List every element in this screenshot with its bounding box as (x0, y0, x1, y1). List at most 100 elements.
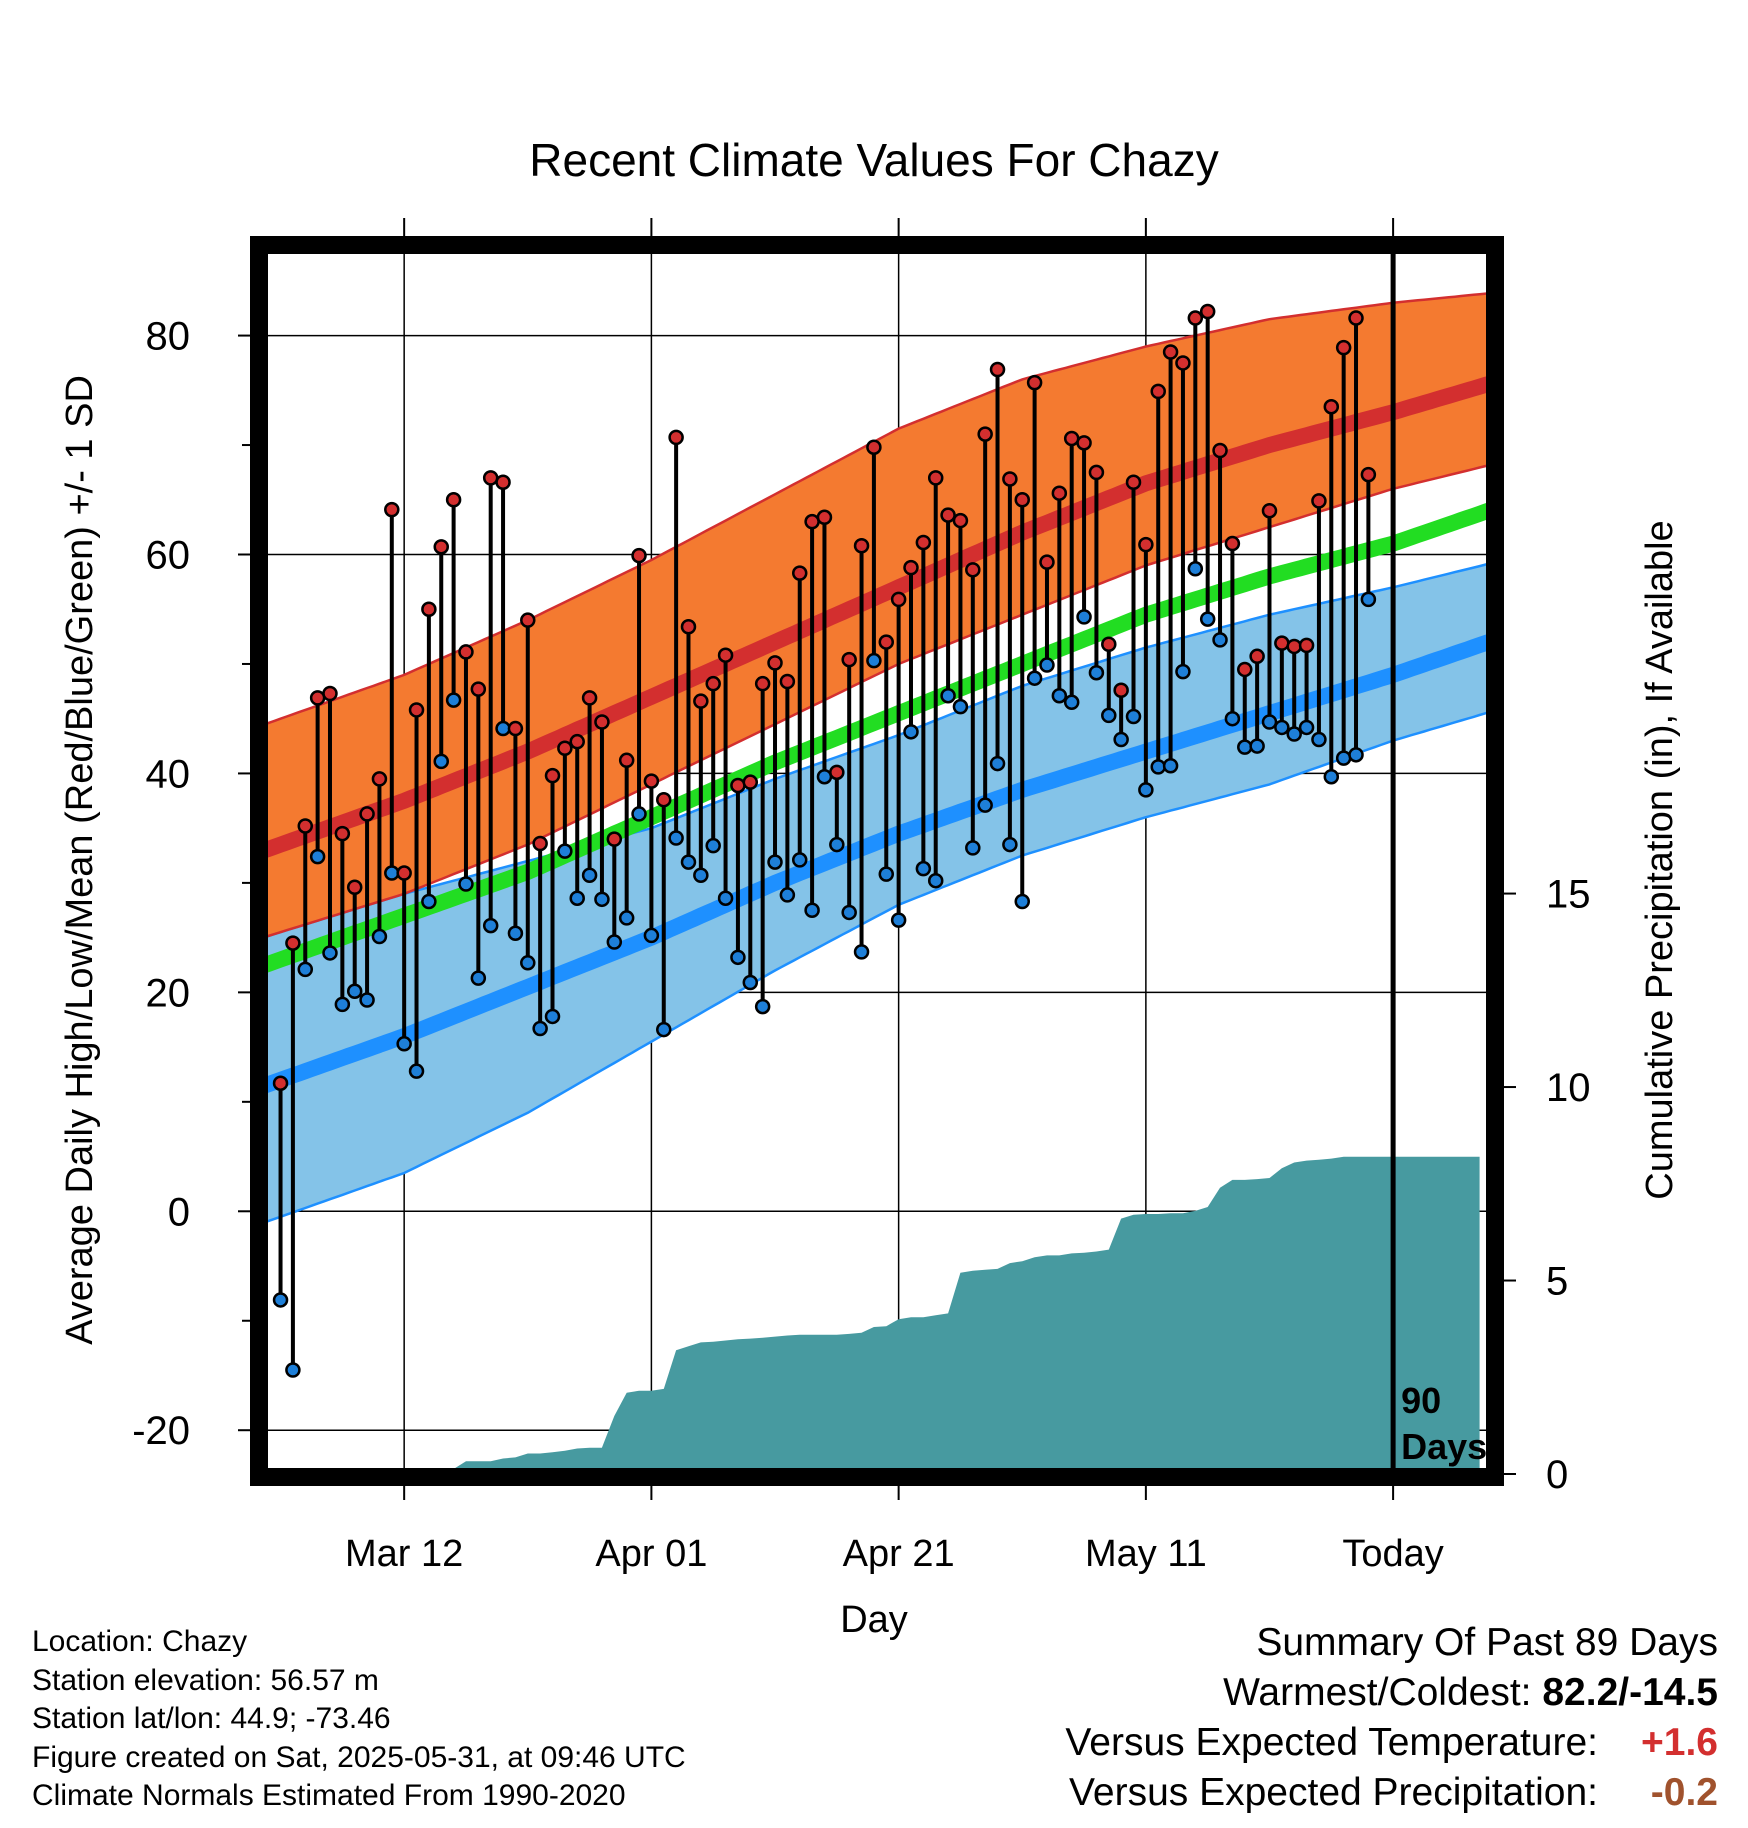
daily-low-point (1199, 611, 1216, 627)
daily-low-point (322, 945, 338, 961)
daily-low-point (346, 983, 363, 1000)
daily-high-point (791, 565, 808, 581)
daily-high-point (717, 647, 734, 663)
daily-low-point (717, 890, 734, 906)
daily-high-point (1113, 682, 1129, 698)
daily-high-point (544, 767, 561, 784)
daily-low-point (1175, 663, 1191, 680)
y-tick-label: -20 (132, 1409, 190, 1453)
daily-low-point (569, 890, 585, 906)
daily-high-point (1076, 435, 1092, 451)
daily-high-point (1002, 471, 1018, 487)
daily-high-point (1224, 535, 1241, 552)
y2-tick-label: 10 (1546, 1066, 1591, 1110)
daily-high-point (421, 601, 437, 617)
daily-low-point (841, 904, 857, 921)
today-label: 90 Days (1401, 1380, 1487, 1467)
daily-high-point (631, 547, 647, 564)
daily-high-point (507, 720, 524, 737)
daily-high-point (384, 501, 400, 518)
daily-high-point (754, 675, 771, 692)
daily-high-point (297, 818, 314, 834)
daily-low-point (272, 1292, 289, 1308)
station-info: Location: Chazy Station elevation: 56.57… (32, 1623, 686, 1816)
daily-low-point (1125, 708, 1142, 725)
daily-low-point (829, 836, 845, 853)
daily-low-point (408, 1063, 425, 1079)
daily-low-point (878, 866, 895, 882)
warmest-coldest-value: 82.2/-14.5 (1542, 1671, 1718, 1714)
daily-low-point (1286, 726, 1302, 742)
daily-low-point (1249, 738, 1265, 754)
daily-high-point (1237, 661, 1253, 678)
daily-high-point (1125, 474, 1142, 491)
daily-high-point (779, 673, 796, 690)
daily-low-point (1311, 731, 1327, 748)
daily-low-point (804, 902, 820, 919)
daily-low-point (1150, 759, 1166, 775)
daily-low-point (754, 998, 771, 1015)
daily-high-point (1063, 430, 1080, 447)
daily-high-point (1286, 638, 1302, 655)
precip-departure-value: -0.2 (1650, 1771, 1718, 1814)
daily-high-point (878, 634, 895, 650)
daily-low-point (705, 837, 721, 854)
daily-high-point (371, 771, 388, 787)
daily-low-point (421, 893, 437, 910)
y-tick-label: 40 (146, 752, 191, 796)
daily-low-point (445, 692, 462, 708)
daily-low-point (334, 996, 351, 1013)
daily-high-point (841, 651, 857, 668)
daily-low-point (1274, 719, 1290, 736)
daily-low-point (1026, 670, 1043, 686)
y-tick-label: 20 (146, 971, 191, 1015)
y2-axis-label: Cumulative Precipitation (in), If Availa… (1639, 520, 1681, 1199)
daily-low-point (952, 698, 969, 715)
daily-high-point (1249, 648, 1265, 665)
y2-tick-label: 15 (1546, 873, 1591, 917)
daily-low-point (557, 843, 573, 859)
daily-low-point (668, 830, 684, 846)
warmest-coldest-label: Warmest/Coldest: (1223, 1671, 1543, 1714)
precip-departure-label: Versus Expected Precipitation: (1069, 1771, 1598, 1814)
daily-low-point (1237, 739, 1253, 755)
daily-high-point (890, 591, 907, 608)
daily-low-point (285, 1362, 301, 1378)
daily-high-point (359, 806, 375, 822)
daily-high-point (1026, 374, 1043, 391)
daily-high-point (1298, 637, 1315, 654)
daily-low-point (1063, 694, 1080, 711)
warmest-coldest-row: Warmest/Coldest: 82.2/-14.5 (1065, 1668, 1718, 1718)
daily-low-point (594, 891, 610, 908)
x-tick-label-apr-21: Apr 21 (843, 1533, 955, 1575)
daily-low-point (742, 974, 759, 991)
daily-low-point (1113, 731, 1129, 748)
daily-low-point (1187, 560, 1204, 577)
daily-high-point (915, 534, 932, 551)
daily-low-point (396, 1036, 412, 1052)
daily-high-point (606, 831, 623, 847)
y-tick-label: 80 (146, 315, 191, 359)
daily-low-point (309, 848, 326, 865)
daily-high-point (445, 492, 462, 508)
daily-low-point (1088, 664, 1105, 681)
daily-low-point (693, 867, 709, 883)
daily-high-point (618, 752, 635, 769)
x-axis-label: Day (840, 1599, 908, 1641)
daily-high-point (853, 537, 870, 554)
daily-high-point (470, 681, 487, 697)
daily-high-point (557, 740, 573, 757)
daily-low-point (1076, 609, 1092, 625)
plot-frame (250, 236, 1504, 1486)
daily-low-point (1348, 747, 1364, 763)
daily-low-point (816, 768, 833, 785)
daily-high-point (1311, 493, 1327, 509)
daily-low-point (853, 944, 870, 960)
daily-low-point (359, 992, 375, 1008)
daily-low-point (730, 949, 746, 966)
daily-low-point (1014, 893, 1031, 910)
daily-low-point (606, 934, 623, 950)
y-tick-label: 0 (168, 1190, 190, 1234)
x-tick-label-apr-01: Apr 01 (595, 1533, 707, 1575)
daily-low-point (1101, 707, 1117, 724)
